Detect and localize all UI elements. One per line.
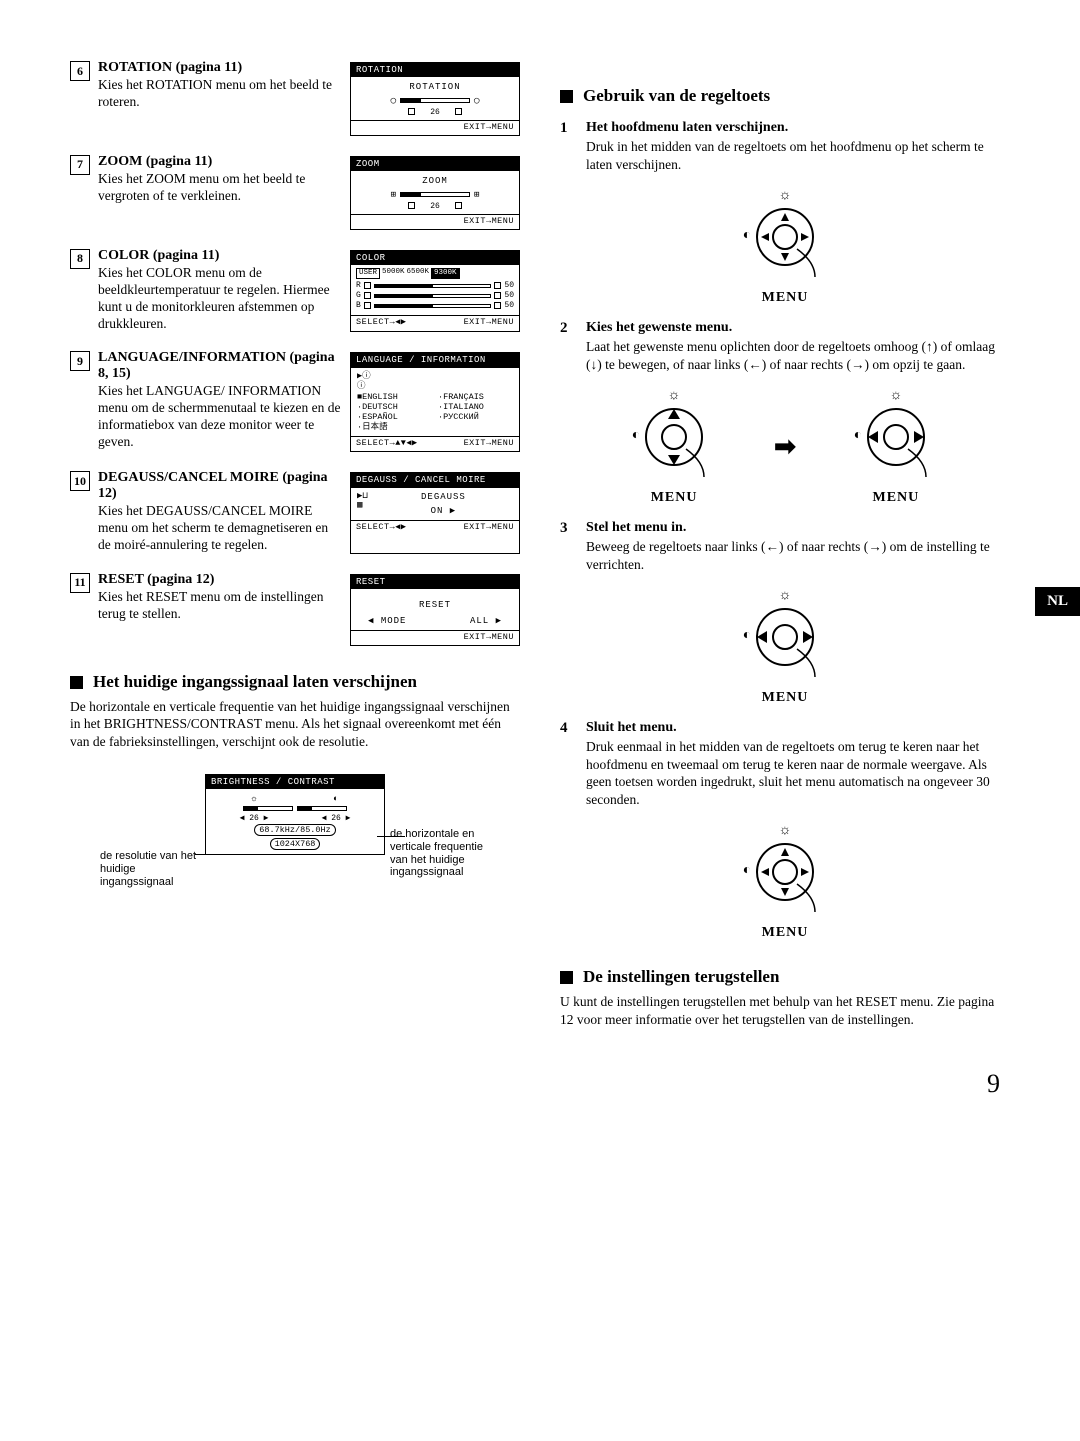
osd-color: COLOR USER 5000K 6500K 9300K R50 G50 B50… bbox=[350, 250, 520, 333]
osd-degauss: DEGAUSS / CANCEL MOIRE ▶⊔▦ DEGAUSS ON ▶ … bbox=[350, 472, 520, 554]
item-title: ZOOM (pagina 11) bbox=[98, 154, 342, 170]
item-number: 11 bbox=[70, 573, 90, 593]
item-number: 8 bbox=[70, 249, 90, 269]
svg-text:☼: ☼ bbox=[668, 388, 681, 403]
item-title: ROTATION (pagina 11) bbox=[98, 60, 342, 76]
item-desc: Kies het ZOOM menu om het beeld te vergr… bbox=[98, 171, 342, 205]
menu-item-color: 8 COLOR (pagina 11) Kies het COLOR menu … bbox=[70, 248, 520, 333]
item-title: COLOR (pagina 11) bbox=[98, 248, 342, 264]
menu-item-language: 9 LANGUAGE/INFORMATION (pagina 8, 15) Ki… bbox=[70, 350, 520, 452]
step-1: 1 Het hoofdmenu laten verschijnen. Druk … bbox=[560, 120, 1010, 173]
item-title: DEGAUSS/CANCEL MOIRE (pagina 12) bbox=[98, 470, 342, 502]
page-number: 9 bbox=[70, 1069, 1010, 1099]
menu-item-rotation: 6 ROTATION (pagina 11) Kies het ROTATION… bbox=[70, 60, 520, 136]
svg-text:◐: ◐ bbox=[632, 428, 640, 443]
item-desc: Kies het LANGUAGE/ INFORMATION menu om d… bbox=[98, 383, 342, 451]
step-4: 4 Sluit het menu. Druk eenmaal in het mi… bbox=[560, 720, 1010, 808]
joystick-diagram-4: ☼ ◐ MENU bbox=[560, 822, 1010, 941]
joystick-diagram-3: ☼ ◐ MENU NL bbox=[560, 587, 1010, 706]
language-badge: NL bbox=[1035, 587, 1080, 616]
item-number: 9 bbox=[70, 351, 90, 371]
osd-zoom: ZOOM ZOOM ⊞⊞ 26 EXIT→MENU bbox=[350, 156, 520, 230]
item-desc: Kies het COLOR menu om de beeldkleurtemp… bbox=[98, 265, 342, 333]
section-reset-body: U kunt de instellingen terugstellen met … bbox=[560, 993, 1010, 1028]
svg-text:☼: ☼ bbox=[779, 188, 792, 203]
menu-item-zoom: 7 ZOOM (pagina 11) Kies het ZOOM menu om… bbox=[70, 154, 520, 230]
item-desc: Kies het RESET menu om de instellingen t… bbox=[98, 589, 342, 623]
item-number: 7 bbox=[70, 155, 90, 175]
svg-text:◐: ◐ bbox=[743, 863, 751, 878]
svg-text:◐: ◐ bbox=[854, 428, 862, 443]
joystick-diagram-2: ☼ ◐ MENU ➡ ☼ ◐ bbox=[560, 387, 1010, 506]
menu-item-reset: 11 RESET (pagina 12) Kies het RESET menu… bbox=[70, 572, 520, 646]
svg-text:☼: ☼ bbox=[889, 388, 902, 403]
svg-text:◐: ◐ bbox=[743, 628, 751, 643]
item-title: RESET (pagina 12) bbox=[98, 572, 342, 588]
joystick-diagram-1: ☼ ◐ MENU bbox=[560, 187, 1010, 306]
item-desc: Kies het DEGAUSS/CANCEL MOIRE menu om he… bbox=[98, 503, 342, 554]
item-number: 10 bbox=[70, 471, 90, 491]
item-number: 6 bbox=[70, 61, 90, 81]
item-desc: Kies het ROTATION menu om het beeld te r… bbox=[98, 77, 342, 111]
brightness-contrast-diagram: de resolutie van het huidige ingangssign… bbox=[115, 774, 475, 855]
osd-language: LANGUAGE / INFORMATION ▶ⓘ ⓘ ■ENGLISH ·DE… bbox=[350, 352, 520, 452]
step-2: 2 Kies het gewenste menu. Laat het gewen… bbox=[560, 320, 1010, 373]
svg-text:◐: ◐ bbox=[743, 228, 751, 243]
osd-reset: RESET RESET ◀ MODEALL ▶ EXIT→MENU bbox=[350, 574, 520, 646]
section-control-title: Gebruik van de regeltoets bbox=[560, 86, 1010, 106]
menu-item-degauss: 10 DEGAUSS/CANCEL MOIRE (pagina 12) Kies… bbox=[70, 470, 520, 554]
svg-text:☼: ☼ bbox=[779, 588, 792, 603]
step-3: 3 Stel het menu in. Beweeg de regeltoets… bbox=[560, 520, 1010, 573]
osd-rotation: ROTATION ROTATION ◯◯ 26 EXIT→MENU bbox=[350, 62, 520, 136]
section-input-signal-body: De horizontale en verticale frequentie v… bbox=[70, 698, 520, 751]
item-title: LANGUAGE/INFORMATION (pagina 8, 15) bbox=[98, 350, 342, 382]
svg-text:☼: ☼ bbox=[779, 823, 792, 838]
section-reset-title: De instellingen terugstellen bbox=[560, 967, 1010, 987]
section-input-signal-title: Het huidige ingangssignaal laten verschi… bbox=[70, 672, 520, 692]
